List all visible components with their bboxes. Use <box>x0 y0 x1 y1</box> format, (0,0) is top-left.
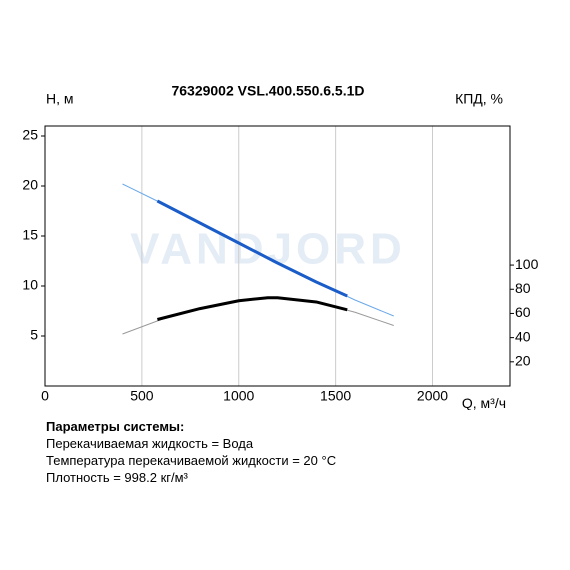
y2-tick-label: 60 <box>515 304 531 320</box>
info-line: Перекачиваемая жидкость = Вода <box>46 436 254 451</box>
watermark: VANDJORD <box>130 225 406 274</box>
x-tick-label: 1500 <box>320 388 351 404</box>
x-tick-label: 500 <box>130 388 154 404</box>
x-tick-label: 1000 <box>223 388 254 404</box>
y-tick-label: 20 <box>22 177 38 193</box>
y2-axis-label: КПД, % <box>455 91 503 107</box>
info-heading: Параметры системы: <box>46 419 185 434</box>
y2-tick-label: 80 <box>515 280 531 296</box>
info-line: Плотность = 998.2 кг/м³ <box>46 470 188 485</box>
chart: 76329002 VSL.400.550.6.5.1D H, м КПД, % … <box>22 83 539 410</box>
y-tick-label: 5 <box>30 327 38 343</box>
y-axis-label: H, м <box>46 91 74 107</box>
y2-tick-label: 20 <box>515 353 531 369</box>
x-axis-label: Q, м³/ч <box>462 395 506 410</box>
chart-title: 76329002 VSL.400.550.6.5.1D <box>171 83 364 99</box>
curve <box>156 199 348 298</box>
y2-tick-label: 100 <box>515 256 539 272</box>
y-tick-label: 10 <box>22 277 38 293</box>
y2-tick-label: 40 <box>515 328 531 344</box>
plot-frame <box>44 125 511 387</box>
system-info: Параметры системы: Перекачиваемая жидкос… <box>46 418 336 486</box>
x-tick-label: 0 <box>41 388 49 404</box>
curve <box>157 296 348 321</box>
y-tick-label: 15 <box>22 227 38 243</box>
x-tick-label: 2000 <box>417 388 448 404</box>
info-line: Температура перекачиваемой жидкости = 20… <box>46 453 337 468</box>
curve <box>122 297 394 335</box>
y-tick-label: 25 <box>22 127 38 143</box>
